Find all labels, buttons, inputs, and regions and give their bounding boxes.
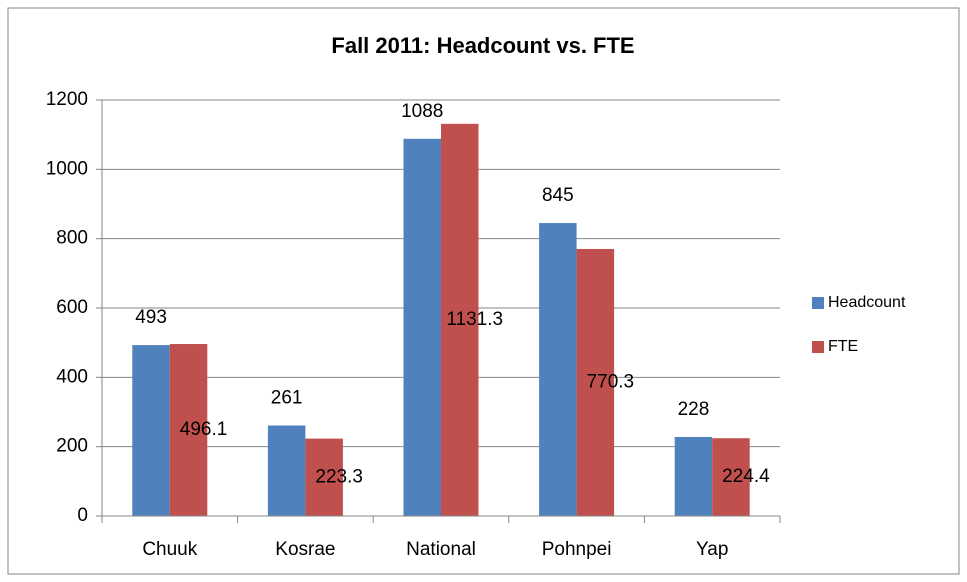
y-tick-label: 0 — [77, 505, 88, 526]
data-label: 770.3 — [587, 371, 635, 392]
bar — [539, 223, 577, 517]
bar — [305, 438, 343, 516]
y-tick-label: 400 — [56, 366, 88, 387]
chart-title: Fall 2011: Headcount vs. FTE — [331, 33, 634, 58]
legend-swatch — [812, 297, 824, 309]
x-tick-label: National — [406, 539, 476, 560]
x-tick-label: Kosrae — [275, 539, 335, 560]
x-tick-label: Yap — [696, 539, 728, 560]
data-label: 223.3 — [315, 466, 363, 487]
y-tick-label: 800 — [56, 228, 88, 249]
legend-label: Headcount — [828, 294, 906, 311]
data-label: 496.1 — [180, 419, 228, 440]
legend-swatch — [812, 341, 824, 353]
y-tick-label: 1200 — [46, 89, 88, 110]
bar — [576, 248, 615, 517]
data-label: 845 — [542, 185, 574, 206]
bar — [267, 425, 306, 516]
bar — [712, 438, 750, 516]
bar — [403, 138, 441, 516]
data-label: 1131.3 — [446, 309, 503, 330]
bar — [132, 345, 170, 516]
data-label: 228 — [678, 399, 710, 420]
y-tick-label: 1000 — [46, 158, 88, 179]
legend-label: FTE — [828, 338, 858, 355]
bar — [441, 123, 479, 516]
y-tick-label: 200 — [56, 436, 88, 457]
data-label: 1088 — [401, 101, 443, 122]
data-label: 493 — [135, 307, 167, 328]
x-tick-label: Pohnpei — [542, 539, 612, 560]
y-tick-label: 600 — [56, 297, 88, 318]
bar — [674, 436, 713, 516]
data-label: 261 — [271, 388, 303, 409]
data-label: 224.4 — [722, 466, 770, 487]
x-tick-label: Chuuk — [142, 539, 197, 560]
bar — [169, 344, 208, 516]
